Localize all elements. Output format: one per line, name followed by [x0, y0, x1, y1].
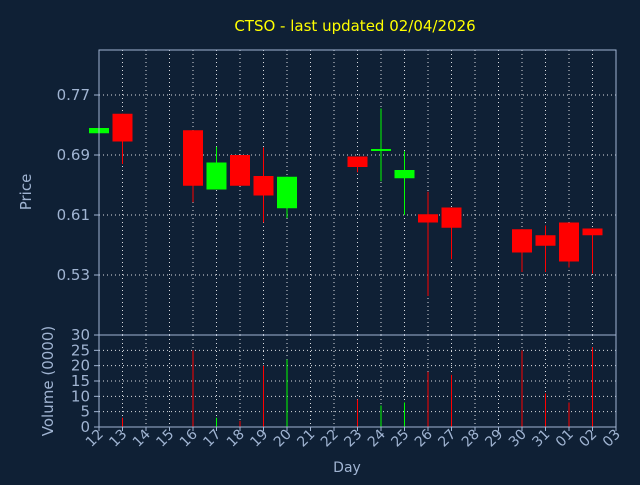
candle-body	[418, 214, 438, 223]
candle-body	[559, 222, 579, 262]
volume-bar-series	[122, 347, 593, 427]
price-tick-label: 0.61	[57, 206, 90, 224]
candle-body	[441, 207, 462, 228]
x-tick-labels: 12 13 14 15 16 17 18 19 20 21 22 23 24 25 26 27 28 29 30 31…	[83, 426, 624, 450]
volume-tick-label: 15	[71, 372, 90, 390]
volume-tick-label: 0	[80, 418, 90, 436]
candle-body	[112, 113, 133, 142]
chart-title: CTSO - last updated 02/04/2026	[234, 17, 475, 35]
volume-tick-label: 25	[71, 341, 90, 359]
candle-body	[230, 155, 250, 186]
volume-tick-label: 5	[80, 403, 90, 421]
price-tick-label: 0.69	[57, 146, 90, 164]
candle-body	[582, 228, 603, 236]
x-axis-label: Day	[333, 460, 361, 476]
candle-body	[277, 176, 297, 209]
candle-body	[394, 170, 415, 179]
candle-body	[347, 156, 368, 167]
volume-tick-label: 10	[71, 387, 90, 405]
volume-axis-label: Volume (0000)	[39, 326, 57, 436]
price-axis-label: Price	[17, 174, 35, 211]
price-tick-label: 0.53	[57, 266, 90, 284]
volume-tick-label: 20	[71, 357, 90, 375]
volume-tick-label: 30	[71, 326, 90, 344]
candle-body	[183, 130, 203, 186]
candle-body	[206, 162, 227, 190]
price-tick-labels: 0.53 0.61 0.69 0.77	[57, 86, 99, 284]
volume-panel-frame	[98, 334, 617, 428]
price-tick-label: 0.77	[57, 86, 90, 104]
candle-body	[371, 149, 391, 151]
candlestick-series	[89, 108, 603, 296]
candle-body	[535, 235, 556, 246]
candle-body	[253, 176, 274, 196]
candle-body	[512, 229, 532, 253]
